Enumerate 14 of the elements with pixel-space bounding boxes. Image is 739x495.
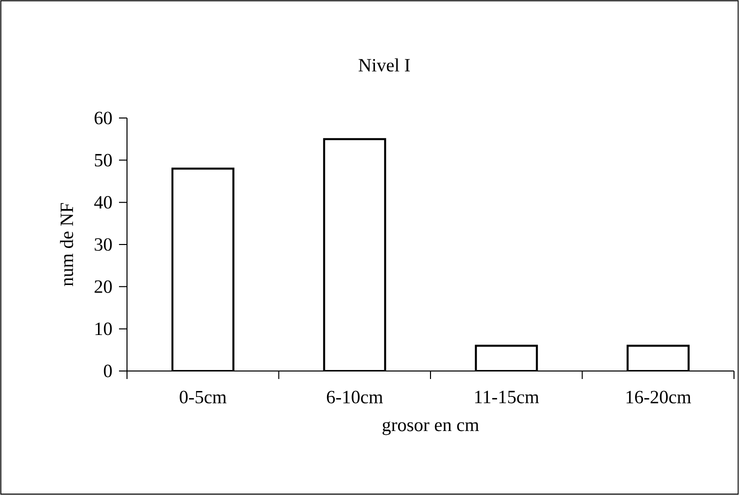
x-tick-label: 6-10cm bbox=[326, 390, 383, 404]
y-tick-label: 60 bbox=[94, 112, 112, 124]
y-tick-label: 30 bbox=[94, 238, 112, 251]
y-tick-label: 20 bbox=[94, 280, 112, 293]
chart-title: Nivel I bbox=[358, 58, 410, 72]
y-tick-label: 10 bbox=[95, 322, 112, 336]
x-tick-label: 0-5cm bbox=[180, 390, 226, 404]
y-tick-label: 0 bbox=[104, 364, 112, 378]
x-tick-label: 11-15cm bbox=[475, 390, 539, 404]
y-tick-label: 50 bbox=[94, 154, 112, 166]
y-axis-title: num de NF bbox=[60, 203, 74, 286]
y-tick-label: 40 bbox=[94, 196, 112, 209]
x-axis-title: grosor en cm bbox=[382, 421, 479, 436]
x-tick-label: 16-20cm bbox=[626, 390, 692, 404]
